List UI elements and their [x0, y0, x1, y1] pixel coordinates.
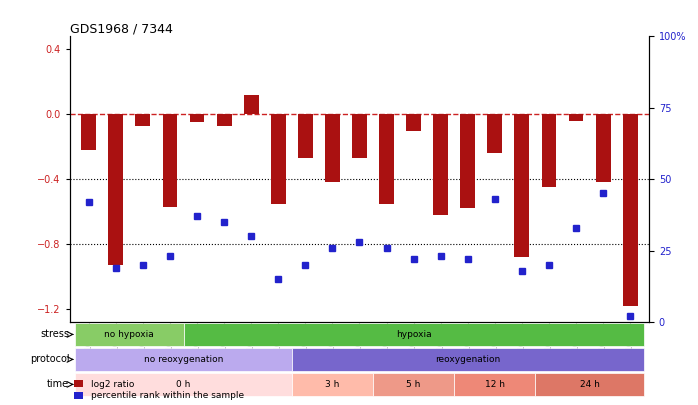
FancyBboxPatch shape: [373, 373, 454, 396]
FancyBboxPatch shape: [454, 373, 535, 396]
Text: time: time: [47, 379, 69, 390]
FancyBboxPatch shape: [292, 348, 644, 371]
Bar: [163, 114, 177, 207]
Bar: [623, 114, 638, 306]
Bar: [406, 114, 421, 130]
Bar: [81, 114, 96, 150]
Text: GDS1968 / 7344: GDS1968 / 7344: [70, 22, 172, 35]
Bar: [487, 114, 503, 153]
FancyBboxPatch shape: [535, 373, 644, 396]
Text: 12 h: 12 h: [485, 380, 505, 389]
Text: 3 h: 3 h: [325, 380, 340, 389]
FancyBboxPatch shape: [292, 373, 373, 396]
Text: 5 h: 5 h: [406, 380, 421, 389]
Bar: [569, 114, 584, 121]
Bar: [352, 114, 367, 158]
Bar: [271, 114, 285, 204]
Text: no hypoxia: no hypoxia: [105, 330, 154, 339]
FancyBboxPatch shape: [75, 348, 292, 371]
Bar: [298, 114, 313, 158]
Bar: [244, 95, 259, 114]
Bar: [190, 114, 205, 122]
Bar: [460, 114, 475, 209]
Text: no reoxygenation: no reoxygenation: [144, 355, 223, 364]
Bar: [325, 114, 340, 182]
Text: protocol: protocol: [29, 354, 69, 364]
Text: 24 h: 24 h: [579, 380, 600, 389]
Text: reoxygenation: reoxygenation: [435, 355, 500, 364]
Legend: log2 ratio, percentile rank within the sample: log2 ratio, percentile rank within the s…: [74, 380, 244, 401]
Text: 0 h: 0 h: [177, 380, 191, 389]
Bar: [379, 114, 394, 204]
Bar: [542, 114, 556, 188]
Text: stress: stress: [40, 329, 69, 339]
Bar: [216, 114, 232, 126]
Bar: [135, 114, 150, 126]
FancyBboxPatch shape: [184, 323, 644, 346]
Text: hypoxia: hypoxia: [396, 330, 431, 339]
FancyBboxPatch shape: [75, 323, 184, 346]
Bar: [433, 114, 448, 215]
Bar: [108, 114, 124, 265]
FancyBboxPatch shape: [75, 373, 292, 396]
Bar: [595, 114, 611, 182]
Bar: [514, 114, 529, 257]
